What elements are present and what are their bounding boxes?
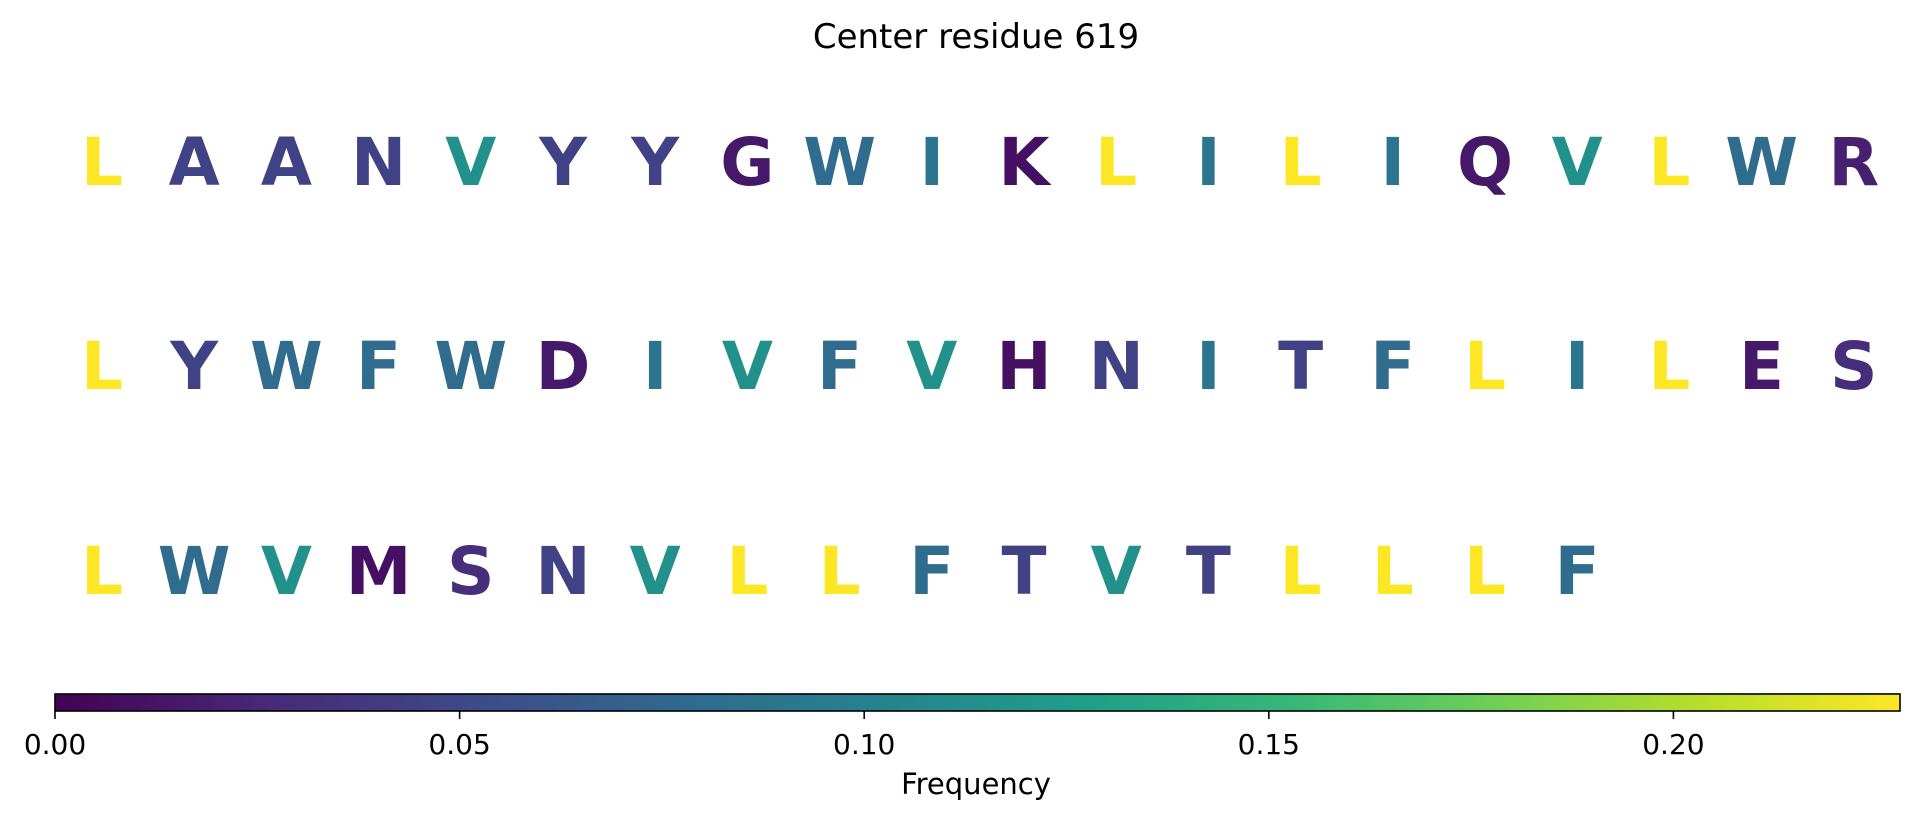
residue-letter: L <box>1280 533 1322 610</box>
residue-letter: I <box>643 328 668 405</box>
residue-letter: L <box>1464 328 1506 405</box>
residue-grid: L A A N V Y Y G W I K L I L I Q V L W RL Y W F W D I V F V H N I T F L I L E S… <box>81 124 1879 610</box>
residue-letter: A <box>261 124 312 201</box>
residue-letter: F <box>817 328 862 405</box>
residue-letter: W <box>250 328 323 405</box>
residue-letter: W <box>803 124 876 201</box>
residue-letter: I <box>1196 328 1221 405</box>
residue-letter: K <box>998 124 1052 201</box>
residue-letter: Y <box>538 124 588 201</box>
residue-letter: V <box>906 328 957 405</box>
residue-letter: L <box>1095 124 1137 201</box>
residue-letter: L <box>81 533 123 610</box>
residue-letter: L <box>1648 124 1690 201</box>
residue-letter: L <box>1648 328 1690 405</box>
residue-letter: S <box>1830 328 1878 405</box>
residue-letter: S <box>447 533 495 610</box>
residue-letter: T <box>1278 328 1323 405</box>
residue-letter: V <box>1552 124 1603 201</box>
residue-letter: N <box>1089 328 1144 405</box>
residue-letter: Y <box>630 124 680 201</box>
residue-letter: W <box>1725 124 1798 201</box>
residue-letter: F <box>1555 533 1600 610</box>
residue-letter: W <box>158 533 231 610</box>
residue-letter: V <box>722 328 773 405</box>
residue-letter: A <box>169 124 220 201</box>
colorbar-label: Frequency <box>901 767 1051 801</box>
colorbar: 0.00 0.05 0.10 0.15 0.20 Frequency <box>24 693 1901 801</box>
residue-letter: W <box>434 328 507 405</box>
residue-letter: V <box>1091 533 1142 610</box>
residue-letter: T <box>1001 533 1046 610</box>
colorbar-tick-label: 0.20 <box>1642 728 1704 761</box>
residue-letter: L <box>1464 533 1506 610</box>
residue-letter: N <box>535 533 590 610</box>
colorbar-gradient <box>54 693 1901 712</box>
residue-letter: Q <box>1457 124 1513 201</box>
residue-letter: L <box>1372 533 1414 610</box>
residue-letter: V <box>261 533 312 610</box>
residue-letter: M <box>346 533 412 610</box>
residue-letter: G <box>720 124 774 201</box>
colorbar-tick-label: 0.00 <box>24 728 86 761</box>
residue-letter: Y <box>169 328 219 405</box>
residue-letter: F <box>356 328 401 405</box>
residue-letter: F <box>909 533 954 610</box>
residue-letter: L <box>1280 124 1322 201</box>
chart-title: Center residue 619 <box>813 17 1139 57</box>
residue-letter: R <box>1828 124 1879 201</box>
residue-letter: L <box>81 124 123 201</box>
residue-letter: V <box>445 124 496 201</box>
residue-letter: T <box>1186 533 1231 610</box>
colorbar-tick-label: 0.05 <box>428 728 490 761</box>
residue-letter: H <box>996 328 1051 405</box>
residue-letter: N <box>351 124 406 201</box>
residue-letter: V <box>630 533 681 610</box>
colorbar-tick-label: 0.10 <box>833 728 895 761</box>
colorbar-ticks: 0.00 0.05 0.10 0.15 0.20 <box>24 711 1705 761</box>
residue-letter: D <box>536 328 591 405</box>
residue-letter: L <box>726 533 768 610</box>
colorbar-tick-label: 0.15 <box>1238 728 1300 761</box>
residue-letter: L <box>81 328 123 405</box>
residue-letter: I <box>1565 328 1590 405</box>
residue-letter: I <box>1196 124 1221 201</box>
residue-letter: I <box>920 124 945 201</box>
residue-letter: F <box>1370 328 1415 405</box>
residue-letter: E <box>1739 328 1784 405</box>
residue-letter: L <box>819 533 861 610</box>
residue-letter: I <box>1381 124 1406 201</box>
